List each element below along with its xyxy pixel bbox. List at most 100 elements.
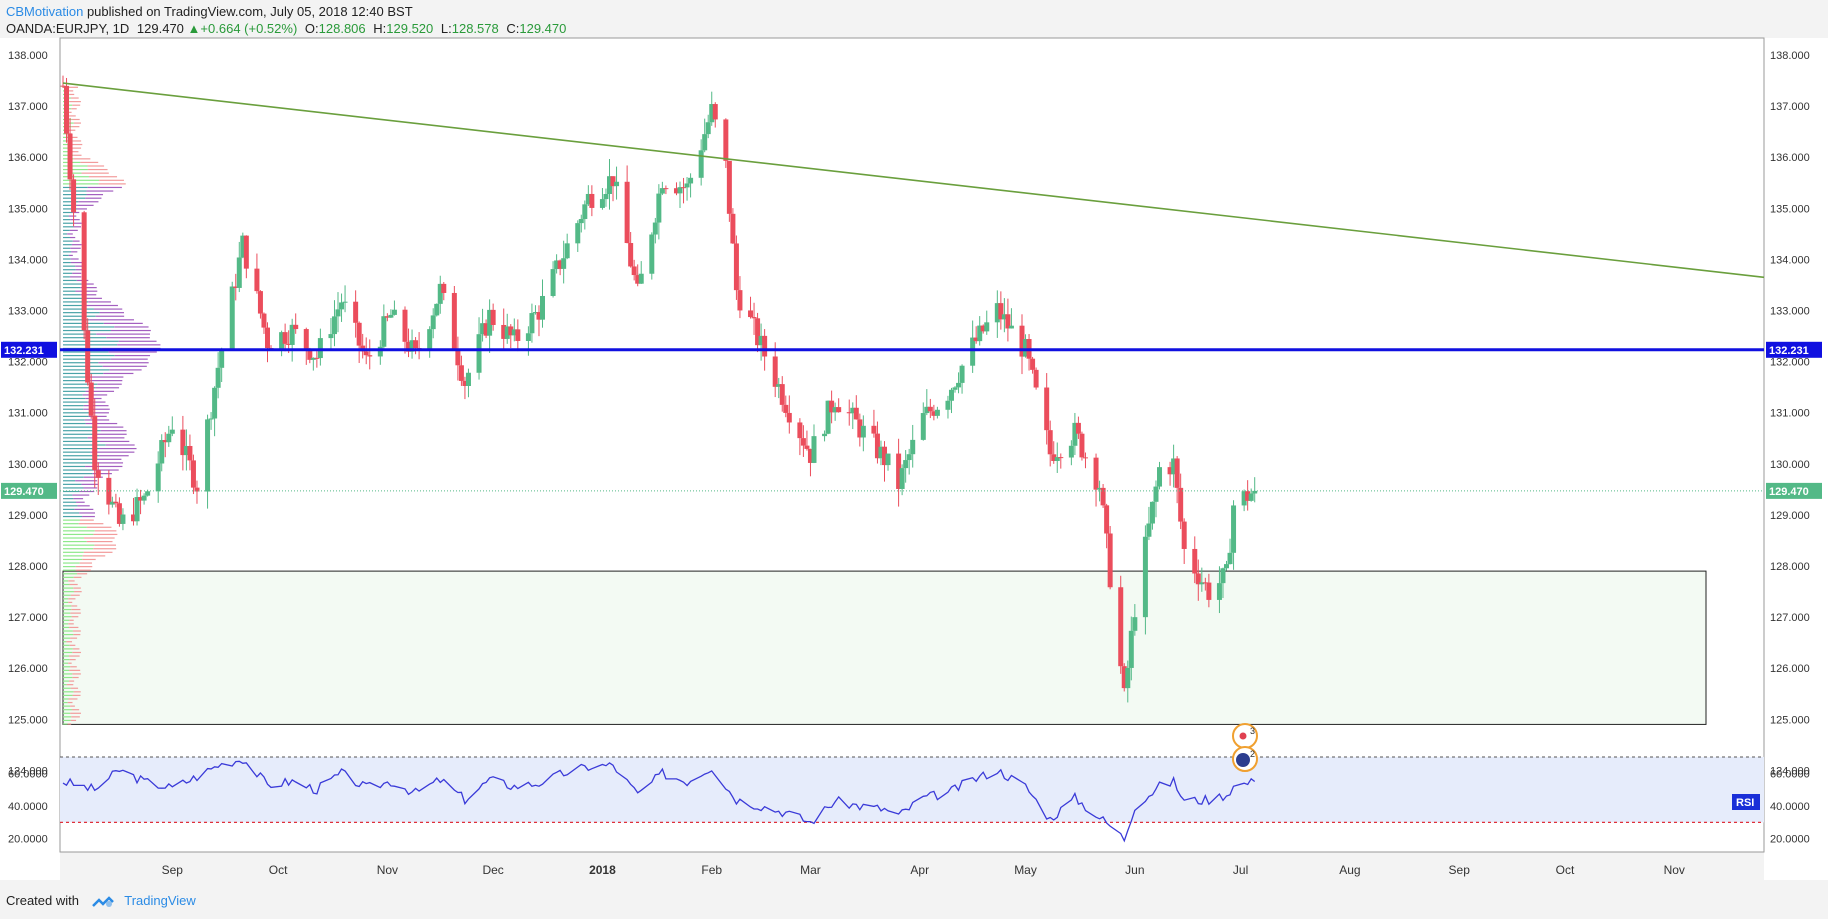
candle-down[interactable] (829, 400, 835, 413)
candle-down[interactable] (673, 188, 679, 194)
candle-up[interactable] (1216, 583, 1222, 600)
candle-up[interactable] (1023, 339, 1029, 357)
candle-down[interactable] (67, 133, 73, 180)
price-chart[interactable]: 138.000 138.000 137.000 137.000 136.000 136.0… (0, 0, 1828, 880)
candle-up[interactable] (339, 302, 345, 310)
symbol-name[interactable]: OANDA:EURJPY, 1D (6, 21, 130, 36)
candle-up[interactable] (561, 258, 567, 269)
candle-down[interactable] (458, 365, 464, 381)
candle-up[interactable] (1132, 617, 1138, 631)
candle-up[interactable] (183, 445, 189, 456)
candle-up[interactable] (878, 446, 884, 459)
candle-up[interactable] (240, 235, 246, 258)
candle-up[interactable] (554, 260, 560, 270)
candle-down[interactable] (779, 384, 785, 405)
candle-down[interactable] (836, 407, 842, 413)
candle-down[interactable] (927, 406, 933, 412)
candle-up[interactable] (603, 193, 609, 200)
candle-down[interactable] (807, 448, 813, 463)
candle-up[interactable] (652, 222, 658, 235)
candle-down[interactable] (1058, 457, 1064, 459)
candle-down[interactable] (81, 212, 87, 331)
candle-up[interactable] (1231, 505, 1237, 553)
candle-up[interactable] (850, 407, 856, 414)
candle-up[interactable] (388, 314, 394, 318)
candle-down[interactable] (1178, 487, 1184, 522)
candle-up[interactable] (934, 409, 940, 416)
candle-up[interactable] (910, 439, 916, 455)
candle-down[interactable] (635, 275, 641, 284)
candle-up[interactable] (656, 193, 662, 223)
candle-up[interactable] (977, 325, 983, 342)
candle-up[interactable] (279, 332, 285, 349)
candle-down[interactable] (116, 503, 122, 524)
candle-down[interactable] (490, 309, 496, 325)
candle-up[interactable] (159, 440, 165, 464)
candle-down[interactable] (1047, 430, 1053, 455)
candle-down[interactable] (85, 330, 91, 383)
candle-down[interactable] (755, 318, 761, 346)
candle-up[interactable] (832, 407, 838, 413)
candle-down[interactable] (589, 193, 595, 208)
candle-up[interactable] (684, 183, 690, 188)
candle-up[interactable] (903, 460, 909, 469)
candle-down[interactable] (1005, 314, 1011, 329)
candle-down[interactable] (314, 357, 320, 359)
candle-down[interactable] (113, 501, 119, 504)
candle-down[interactable] (874, 433, 880, 459)
candle-up[interactable] (945, 400, 951, 410)
candle-up[interactable] (948, 389, 954, 401)
candle-up[interactable] (1068, 445, 1074, 458)
candle-up[interactable] (487, 309, 493, 336)
candle-down[interactable] (307, 349, 313, 360)
candle-down[interactable] (1082, 457, 1088, 459)
candle-up[interactable] (1001, 314, 1007, 320)
candle-up[interactable] (1149, 501, 1155, 524)
candle-down[interactable] (882, 446, 887, 466)
candle-down[interactable] (624, 181, 630, 244)
candle-down[interactable] (733, 243, 739, 291)
candle-up[interactable] (155, 463, 161, 492)
candle-up[interactable] (377, 346, 383, 357)
candle-down[interactable] (1167, 467, 1173, 475)
candle-up[interactable] (1227, 552, 1233, 565)
candle-up[interactable] (776, 384, 782, 387)
candle-down[interactable] (441, 283, 447, 293)
candle-up[interactable] (342, 301, 348, 303)
candle-up[interactable] (430, 315, 436, 330)
candle-down[interactable] (762, 335, 768, 357)
candle-down[interactable] (973, 337, 979, 342)
candle-up[interactable] (585, 193, 591, 205)
candle-up[interactable] (1142, 536, 1148, 618)
candle-up[interactable] (529, 313, 535, 334)
candle-up[interactable] (504, 326, 510, 339)
descending-trendline[interactable] (62, 82, 1765, 279)
candle-down[interactable] (748, 310, 754, 318)
candle-down[interactable] (1093, 457, 1099, 490)
candle-down[interactable] (190, 460, 196, 488)
candle-up[interactable] (391, 309, 397, 315)
candle-up[interactable] (208, 418, 214, 420)
candle-down[interactable] (187, 445, 193, 461)
candle-down[interactable] (772, 356, 778, 387)
candle-down[interactable] (261, 313, 267, 328)
candle-up[interactable] (511, 329, 517, 336)
candle-up[interactable] (906, 454, 912, 461)
tradingview-link[interactable]: TradingView (124, 893, 196, 908)
candle-down[interactable] (162, 440, 168, 443)
candle-up[interactable] (1199, 582, 1205, 585)
candle-down[interactable] (282, 332, 288, 344)
candle-up[interactable] (899, 468, 905, 489)
candle-up[interactable] (705, 122, 711, 135)
candle-down[interactable] (1075, 422, 1081, 434)
candle-down[interactable] (501, 324, 507, 339)
candle-down[interactable] (455, 349, 461, 366)
candle-down[interactable] (180, 429, 186, 456)
candle-up[interactable] (758, 335, 764, 346)
candle-down[interactable] (64, 85, 70, 134)
candle-up[interactable] (480, 323, 486, 335)
candle-up[interactable] (698, 150, 704, 178)
candle-down[interactable] (712, 104, 718, 120)
candle-down[interactable] (1051, 454, 1057, 461)
candle-up[interactable] (465, 372, 471, 386)
